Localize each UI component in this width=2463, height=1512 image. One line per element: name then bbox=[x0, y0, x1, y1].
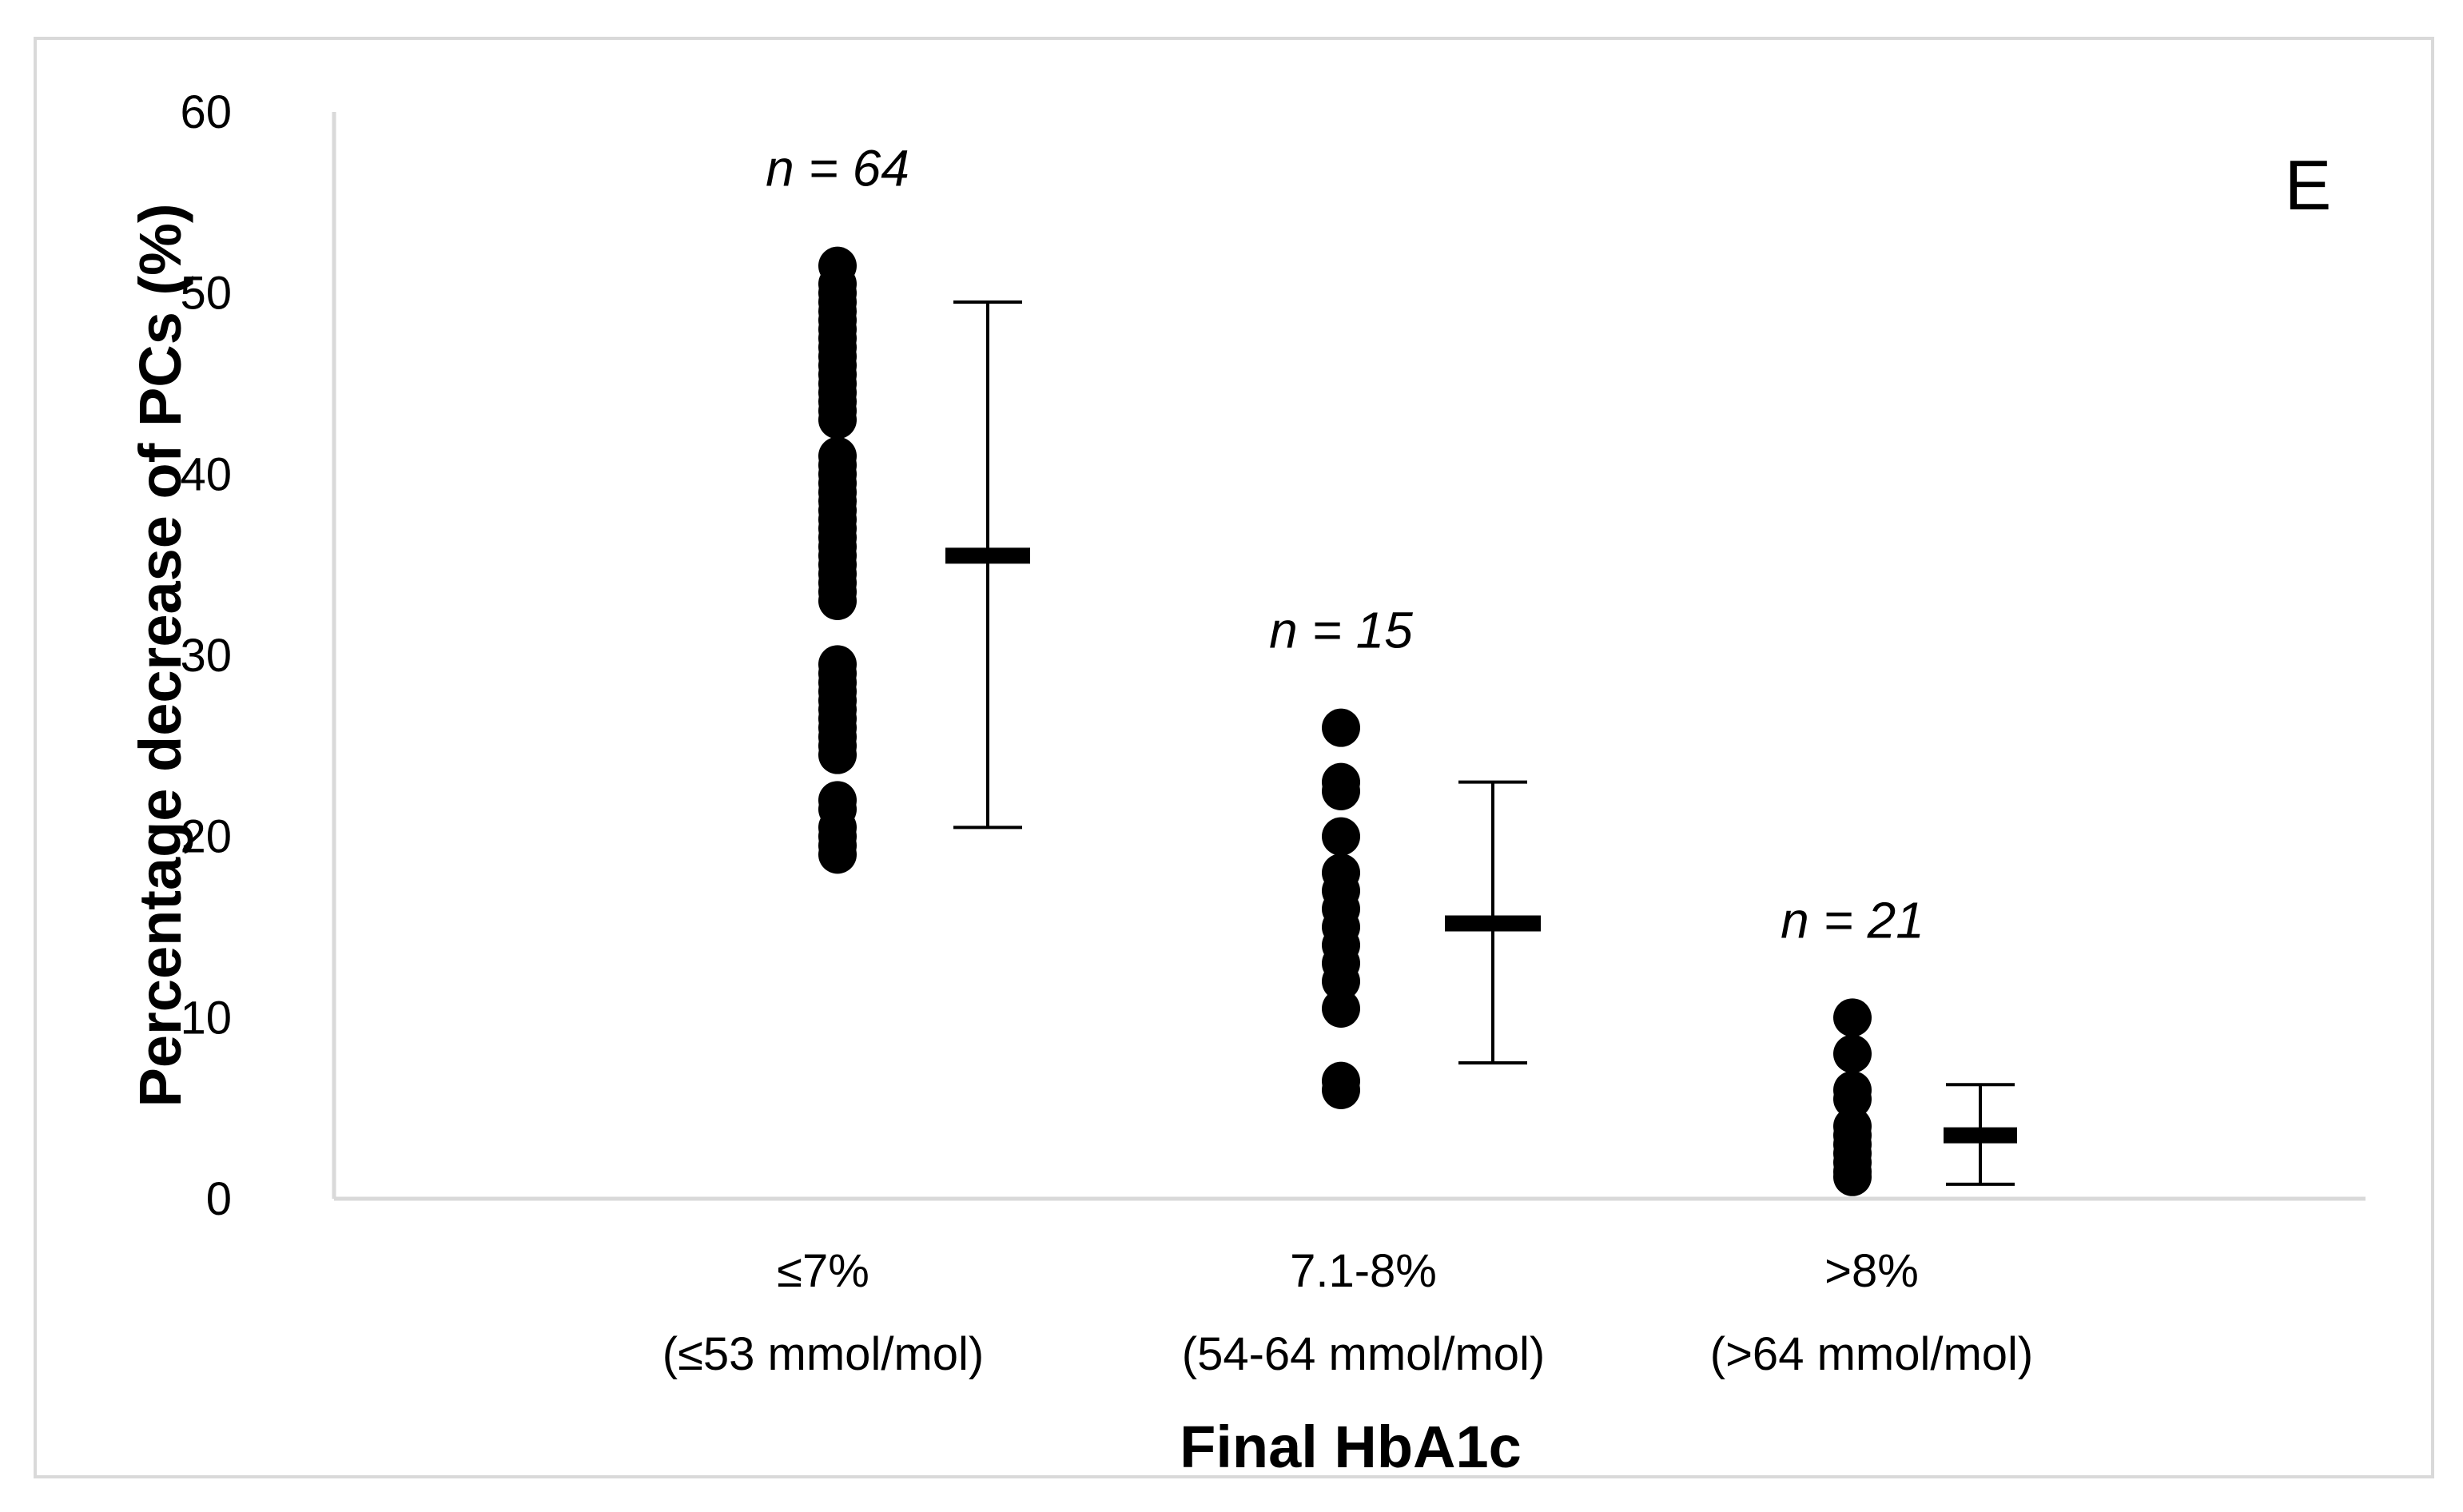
y-tick-label: 0 bbox=[206, 1173, 232, 1225]
y-tick-label: 30 bbox=[180, 630, 232, 682]
data-point bbox=[818, 735, 857, 774]
x-category-label: >8% bbox=[1824, 1245, 1919, 1297]
data-point bbox=[818, 835, 857, 874]
group: n = 15 7.1-8% (54-64 mmol/mol) bbox=[1182, 602, 1545, 1380]
x-category-label: 7.1-8% bbox=[1290, 1245, 1437, 1297]
y-tick-labels: 0 10 20 30 40 50 60 bbox=[180, 86, 232, 1225]
data-point bbox=[1833, 1080, 1872, 1119]
x-category-sublabel: (≤53 mmol/mol) bbox=[663, 1328, 984, 1380]
y-tick-label: 10 bbox=[180, 992, 232, 1044]
x-category-sublabel: (54-64 mmol/mol) bbox=[1182, 1328, 1545, 1380]
data-point bbox=[1833, 1034, 1872, 1073]
n-label: n = 15 bbox=[1269, 602, 1413, 659]
n-label: n = 64 bbox=[766, 140, 909, 197]
data-point bbox=[1322, 1071, 1360, 1109]
y-axis-title: Percentage decrease of PCs (%) bbox=[127, 203, 193, 1107]
n-label: n = 21 bbox=[1781, 891, 1924, 949]
data-point bbox=[1833, 1157, 1872, 1196]
data-point bbox=[1833, 998, 1872, 1037]
group: n = 64 ≤7% (≤53 mmol/mol) bbox=[663, 140, 1030, 1380]
data-point bbox=[1322, 772, 1360, 810]
data-point bbox=[1322, 817, 1360, 856]
y-tick-label: 40 bbox=[180, 448, 232, 500]
y-tick-label: 50 bbox=[180, 268, 232, 320]
x-axis-title: Final HbA1c bbox=[1180, 1414, 1522, 1480]
y-tick-label: 60 bbox=[180, 86, 232, 138]
chart-frame bbox=[34, 37, 2434, 1478]
panel-label: E bbox=[2285, 145, 2332, 225]
y-tick-label: 20 bbox=[180, 811, 232, 863]
axes bbox=[332, 112, 2366, 1201]
x-category-sublabel: (>64 mmol/mol) bbox=[1710, 1328, 2033, 1380]
data-groups: n = 64 ≤7% (≤53 mmol/mol) n = 15 7.1-8% (54-6… bbox=[663, 140, 2033, 1380]
data-point bbox=[1322, 989, 1360, 1028]
group: n = 21 >8% (>64 mmol/mol) bbox=[1710, 891, 2033, 1380]
data-point bbox=[1322, 708, 1360, 747]
data-point bbox=[1322, 962, 1360, 1001]
data-point bbox=[818, 400, 857, 440]
x-category-label: ≤7% bbox=[777, 1245, 869, 1297]
data-point bbox=[818, 582, 857, 620]
